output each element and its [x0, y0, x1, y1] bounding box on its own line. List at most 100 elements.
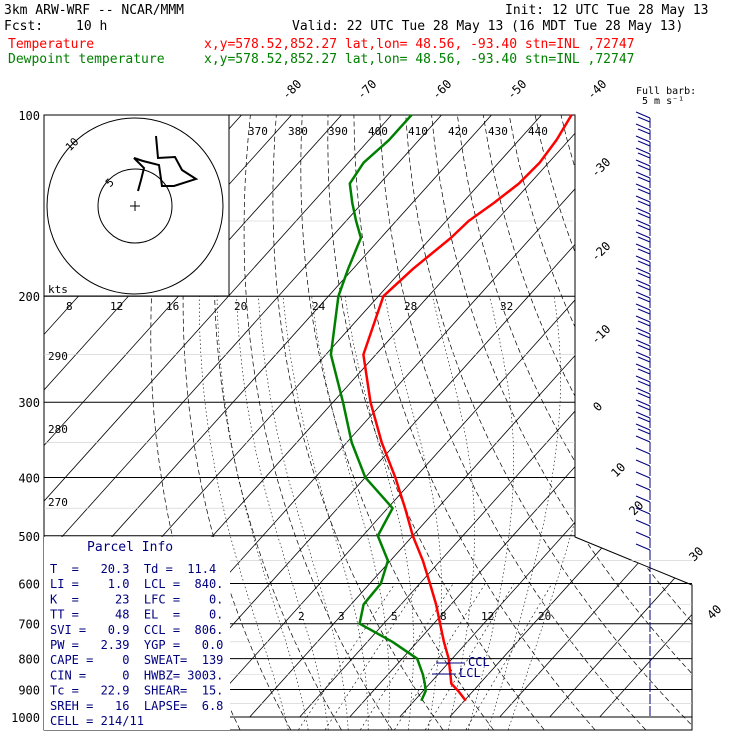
isotherm-line: [399, 115, 692, 718]
wind-barb-flag: [637, 356, 651, 363]
wind-barb-flag: [637, 140, 651, 147]
pressure-label: 100: [18, 109, 40, 123]
wind-barbs: [635, 111, 651, 716]
legend-temperature-info: x,y=578.52,852.27 lat,lon= 48.56, -93.40…: [204, 37, 634, 52]
moist-adiabat: [216, 296, 309, 730]
isotherm-label: -20: [588, 239, 613, 264]
mixing-ratio-label: 2: [298, 610, 305, 623]
barb-note-line2: 5 m s⁻¹: [642, 96, 684, 107]
legend-temperature-label: Temperature: [8, 37, 94, 52]
hodograph-speed-label: 28: [404, 300, 417, 313]
isotherm-line: [449, 115, 692, 718]
moist-adiabat: [487, 296, 561, 730]
wind-barb-flag: [635, 399, 651, 407]
mixing-ratio-line: [394, 583, 486, 730]
wind-barb-flag: [635, 135, 651, 143]
mixing-ratio-label: 12: [481, 610, 494, 623]
wind-barb-flag: [635, 435, 651, 443]
wind-barb-flag: [637, 332, 651, 339]
dry-adiabat: [353, 115, 596, 730]
wind-barb-flag: [637, 416, 651, 423]
mixing-ratio-line: [425, 583, 515, 730]
wind-barb-flag: [637, 296, 651, 303]
wind-barb-flag: [635, 351, 651, 359]
parcel-info-row: SVI = 0.9 CCL = 806.: [50, 623, 223, 637]
isotherm-label: -50: [504, 77, 529, 102]
dry-adiabat: [482, 115, 692, 730]
ccl-marker-label: CCL: [468, 655, 490, 669]
wind-barb-flag: [635, 171, 651, 179]
moist-adiabat: [432, 296, 475, 730]
moist-adiabat: [507, 296, 618, 730]
isotherm-label: -80: [279, 77, 304, 102]
hodograph-ring-5: [97, 168, 173, 244]
wind-barb-flag: [637, 308, 651, 315]
wind-barb-flag: [635, 123, 651, 131]
parcel-info-row: K = 23 LFC = 0.: [50, 592, 223, 606]
isotherm-line: [44, 115, 442, 718]
mixing-ratio-label: 20: [538, 610, 551, 623]
dry-adiabat: [243, 115, 393, 730]
wind-barb-flag: [635, 207, 651, 215]
hodograph: 10 5 kts: [43, 114, 230, 297]
hodograph-speed-label: 20: [234, 300, 247, 313]
pressure-label: 1000: [11, 711, 40, 725]
hodograph-kts-label: kts: [48, 283, 68, 296]
pressure-label: 600: [18, 577, 40, 591]
wind-barb-flag: [637, 428, 651, 435]
wind-barb-flag: [637, 116, 651, 123]
wind-barb-flag: [635, 363, 651, 371]
wind-barb-flag: [635, 195, 651, 203]
wind-barb-flag: [637, 236, 651, 243]
theta-label: 380: [288, 125, 308, 138]
wind-barb-flag: [635, 327, 651, 335]
hodograph-speed-label: 8: [66, 300, 73, 313]
wind-barb-flag: [637, 152, 651, 159]
dry-adiabat: [508, 115, 692, 730]
moist-adiabat: [384, 296, 442, 730]
parcel-info-row: LI = 1.0 LCL = 840.: [50, 577, 223, 591]
theta-label: 390: [328, 125, 348, 138]
mixing-ratio-label: 8: [440, 610, 447, 623]
wind-barb-flag: [637, 344, 651, 351]
wind-barb-flag: [635, 447, 651, 455]
init-time: Init: 12 UTC Tue 28 May 13: [505, 3, 709, 18]
pressure-label: 300: [18, 396, 40, 410]
hodograph-ring-10: [46, 117, 224, 295]
wind-barb-flag: [635, 219, 651, 227]
isotherm-label: 30: [686, 544, 706, 564]
hodograph-speed-label: 12: [110, 300, 123, 313]
dry-adiabat: [300, 115, 494, 730]
dewpoint-profile: [329, 114, 427, 702]
wind-barb-flag: [635, 231, 651, 239]
wind-barb-flag: [635, 495, 651, 503]
mixing-ratio-label: 5: [391, 610, 398, 623]
isotherm-label: -10: [588, 322, 613, 347]
isotherm-line: [549, 115, 692, 718]
wind-barb-flag: [635, 471, 651, 479]
isotherm-label: 0: [590, 399, 605, 414]
parcel-info-row: T = 20.3 Td = 11.4: [50, 562, 216, 576]
wind-barb-flag: [635, 519, 651, 527]
isotherm-line: [199, 115, 692, 718]
parcel-info-row: CELL = 214/11: [50, 714, 144, 728]
wind-barb-flag: [635, 483, 651, 491]
level-markers: CCL LCL: [432, 655, 490, 680]
isotherm-line: [44, 115, 392, 718]
parcel-info-row: Tc = 22.9 SHEAR= 15.: [50, 684, 223, 698]
pressure-label: 900: [18, 683, 40, 697]
theta-low-label: 290: [48, 350, 68, 363]
wind-barb-flag: [637, 248, 651, 255]
wind-barb-flag: [635, 255, 651, 263]
parcel-info-row: CIN = 0 HWBZ= 3003.: [50, 668, 223, 682]
wind-barb-flag: [635, 531, 651, 539]
dry-adiabat: [612, 115, 692, 730]
wind-barb-flag: [637, 272, 651, 279]
wind-barb-flag: [635, 411, 651, 419]
parcel-info-row: TT = 48 EL = 0.: [50, 608, 223, 622]
wind-barb-flag: [637, 404, 651, 411]
isotherm-line: [149, 115, 692, 718]
wind-barb-flag: [637, 176, 651, 183]
wind-barb-flag: [635, 339, 651, 347]
dry-adiabat: [638, 115, 692, 730]
